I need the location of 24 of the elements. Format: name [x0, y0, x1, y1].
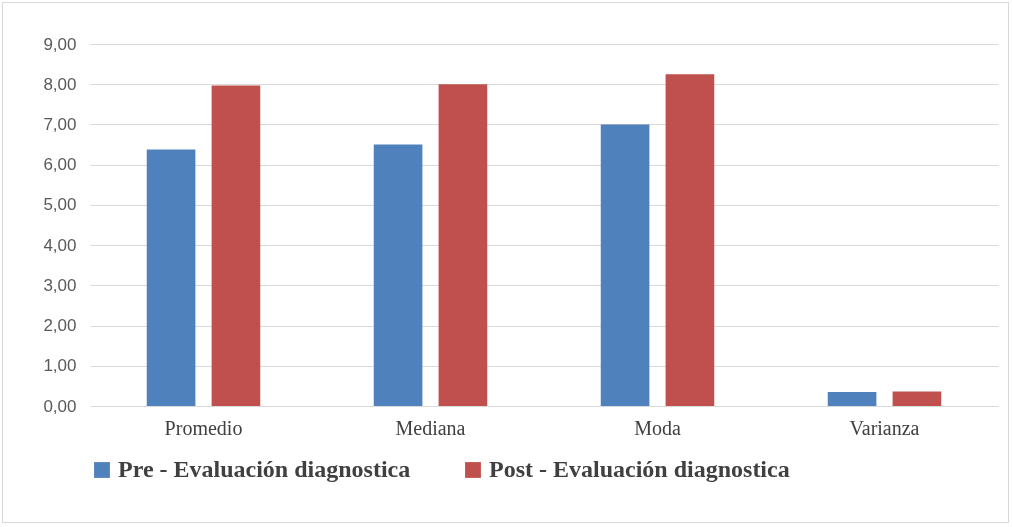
y-tick-label: 3,00: [43, 275, 77, 295]
y-tick-label: 0,00: [43, 396, 77, 416]
y-tick-label: 7,00: [43, 114, 77, 134]
y-tick-label: 4,00: [43, 235, 77, 255]
bar: [600, 124, 650, 406]
legend-label: Pre - Evaluación diagnostica: [118, 456, 411, 482]
y-tick-label: 1,00: [43, 356, 77, 376]
x-tick-label: Mediana: [395, 416, 466, 439]
y-tick-label: 2,00: [43, 316, 77, 336]
y-tick-label: 8,00: [43, 74, 77, 94]
bar: [211, 85, 261, 406]
bar: [373, 144, 423, 406]
x-tick-label: Moda: [634, 416, 681, 439]
bar: [438, 84, 488, 406]
y-tick-label: 6,00: [43, 155, 77, 175]
bar: [892, 391, 942, 406]
x-tick-label: Varianza: [849, 416, 920, 439]
y-tick-label: 9,00: [43, 34, 77, 54]
bar: [827, 391, 877, 406]
bar: [665, 74, 715, 406]
y-tick-label: 5,00: [43, 195, 77, 215]
legend-label: Post - Evaluación diagnostica: [489, 456, 790, 482]
x-tick-label: Promedio: [164, 416, 243, 439]
bar: [146, 149, 196, 406]
